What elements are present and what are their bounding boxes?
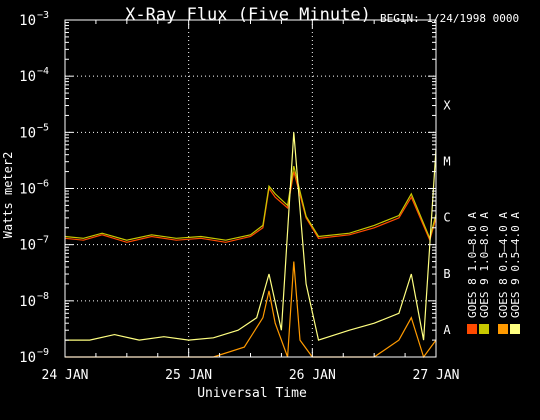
legend-label: GOES 8 1.0–8.0 A xyxy=(466,212,479,318)
series-line xyxy=(64,171,437,243)
x-tick-label: 24 JAN xyxy=(42,368,89,383)
legend-swatch xyxy=(498,324,508,334)
y-axis-label: Watts meter2 xyxy=(1,152,15,239)
y-tick-label: 10 xyxy=(19,13,36,29)
y-tick-label: 10 xyxy=(19,350,36,366)
x-tick-label: 26 JAN xyxy=(289,368,336,383)
flare-class-label: X xyxy=(443,98,451,112)
plot-area: 10−310−410−510−610−710−810 −924 JAN 25 JAN… xyxy=(19,10,459,383)
flare-class-label: B xyxy=(443,267,450,281)
y-tick-label: 10 xyxy=(19,238,36,254)
legend-label: GOES 9 0.5–4.0 A xyxy=(509,212,522,318)
legend-swatch xyxy=(479,324,489,334)
series-line xyxy=(64,165,437,241)
legend-label: GOES 9 1.0–8.0 A xyxy=(478,212,491,318)
y-tick-exponent: −8 xyxy=(37,291,49,302)
legend-swatch xyxy=(510,324,520,334)
legend-swatch xyxy=(467,324,477,334)
y-tick-exponent: −3 xyxy=(37,10,49,21)
legend: GOES 8 1.0–8.0 A GOES 9 1.0–8.0 A GOES 8 0… xyxy=(466,212,522,334)
y-tick-label: 10 xyxy=(19,294,36,310)
y-tick-label: 10 xyxy=(19,69,36,85)
y-tick-label: 10 xyxy=(19,125,36,141)
y-tick-exponent: −4 xyxy=(37,66,49,77)
chart-title: X-Ray Flux (Five Minute) xyxy=(125,5,371,25)
y-tick-exponent: −5 xyxy=(37,122,49,133)
y-tick-exponent: −9 xyxy=(37,347,49,358)
series-line xyxy=(65,132,437,341)
flare-class-label: A xyxy=(443,323,451,337)
y-tick-exponent: −7 xyxy=(37,235,49,246)
begin-label: BEGIN: 1/24/1998 0000 xyxy=(380,12,519,25)
legend-label: GOES 8 0.5–4.0 A xyxy=(497,212,510,318)
y-tick-label: 10 xyxy=(19,182,36,198)
x-axis-label: Universal Time xyxy=(197,386,307,401)
x-tick-label: 25 JAN xyxy=(165,368,212,383)
y-tick-exponent: −6 xyxy=(37,179,49,190)
flare-class-label: M xyxy=(443,154,450,168)
x-tick-label: 27 JAN xyxy=(413,368,460,383)
flare-class-label: C xyxy=(443,211,450,225)
